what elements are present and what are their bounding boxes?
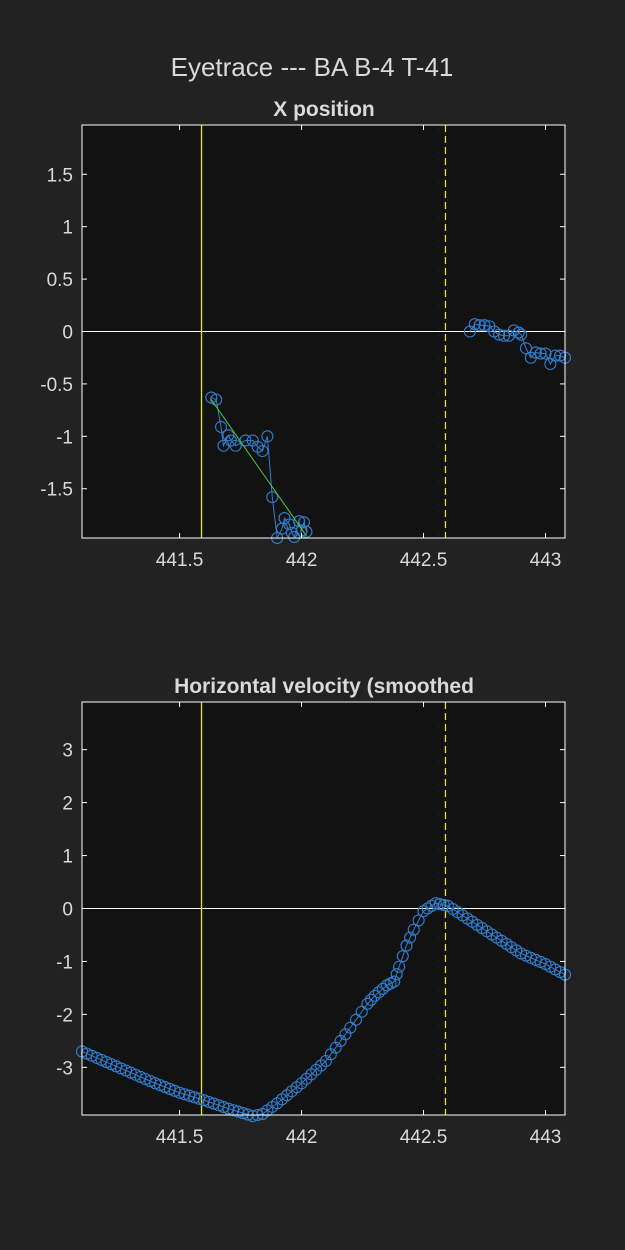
x-tick-label: 441.5 bbox=[156, 550, 204, 571]
x-tick-label: 442.5 bbox=[400, 1127, 448, 1148]
y-tick-label: 3 bbox=[62, 741, 73, 762]
data-point bbox=[365, 993, 378, 1006]
data-point bbox=[349, 1013, 363, 1026]
data-point bbox=[222, 429, 235, 442]
data-point bbox=[361, 997, 374, 1010]
data-point bbox=[529, 346, 542, 359]
x-tick-label: 443 bbox=[530, 550, 562, 571]
data-point bbox=[433, 898, 446, 911]
data-point bbox=[372, 986, 385, 999]
y-tick-label: 1.5 bbox=[47, 165, 73, 186]
data-point bbox=[468, 318, 481, 331]
data-point bbox=[493, 328, 506, 341]
data-point bbox=[278, 512, 291, 525]
data-point bbox=[344, 1021, 357, 1034]
data-point bbox=[246, 434, 259, 447]
data-point bbox=[261, 430, 274, 443]
data-point bbox=[497, 329, 511, 342]
data-point bbox=[412, 914, 425, 927]
data-point bbox=[368, 989, 381, 1002]
data-point bbox=[293, 515, 306, 528]
data-point bbox=[515, 328, 528, 341]
y-tick-label: -1 bbox=[56, 427, 73, 448]
data-point bbox=[404, 931, 417, 944]
y-tick-label: -1.5 bbox=[40, 480, 73, 501]
data-point bbox=[390, 968, 403, 981]
data-point bbox=[229, 439, 242, 452]
x-tick-label: 442 bbox=[286, 1127, 318, 1148]
data-point bbox=[539, 347, 552, 360]
data-point bbox=[393, 960, 406, 973]
data-point bbox=[355, 1005, 368, 1018]
data-point bbox=[300, 525, 313, 538]
y-tick-label: 1 bbox=[62, 847, 73, 868]
data-point bbox=[288, 530, 301, 544]
data-point bbox=[266, 491, 279, 504]
series-line bbox=[81, 902, 566, 1117]
y-tick-label: -0.5 bbox=[40, 375, 73, 396]
y-tick-label: -3 bbox=[56, 1058, 73, 1079]
data-point bbox=[473, 319, 486, 332]
data-point bbox=[297, 516, 311, 529]
data-point bbox=[512, 326, 525, 339]
data-point bbox=[210, 393, 223, 406]
data-point bbox=[256, 444, 269, 458]
x-position-axes: X position 441.5 442 442.5 443 1.5 1 0.5 0 -0.5 -… bbox=[40, 98, 572, 571]
y-tick-label: 2 bbox=[62, 794, 73, 815]
horizontal-velocity-axes: Horizontal velocity (smoothed 441.5 442 44… bbox=[56, 675, 572, 1148]
y-tick-label: 0 bbox=[62, 323, 73, 344]
data-point bbox=[478, 319, 491, 332]
data-point bbox=[429, 897, 442, 910]
data-point bbox=[549, 349, 562, 362]
data-point bbox=[534, 347, 547, 360]
data-point bbox=[388, 975, 401, 988]
y-tick-label: -2 bbox=[56, 1005, 73, 1026]
y-tick-label: -1 bbox=[56, 952, 73, 973]
fit-line bbox=[210, 399, 307, 537]
y-tick-label: 0 bbox=[62, 900, 73, 921]
data-point bbox=[246, 1110, 259, 1123]
x-tick-label: 442 bbox=[286, 550, 318, 571]
data-point bbox=[407, 923, 420, 936]
x-tick-label: 441.5 bbox=[156, 1127, 204, 1148]
x-tick-label: 443 bbox=[530, 1127, 562, 1148]
y-tick-label: 1 bbox=[62, 218, 73, 239]
data-point bbox=[396, 950, 409, 963]
x-tick-label: 442.5 bbox=[400, 550, 448, 571]
horizontal-velocity-title: Horizontal velocity (smoothed bbox=[174, 675, 474, 698]
y-tick-label: 0.5 bbox=[47, 270, 73, 291]
data-point bbox=[214, 420, 228, 433]
data-point bbox=[400, 939, 413, 952]
figure-title: Eyetrace --- BA B-4 T-41 bbox=[171, 52, 454, 82]
x-position-title: X position bbox=[273, 98, 375, 121]
